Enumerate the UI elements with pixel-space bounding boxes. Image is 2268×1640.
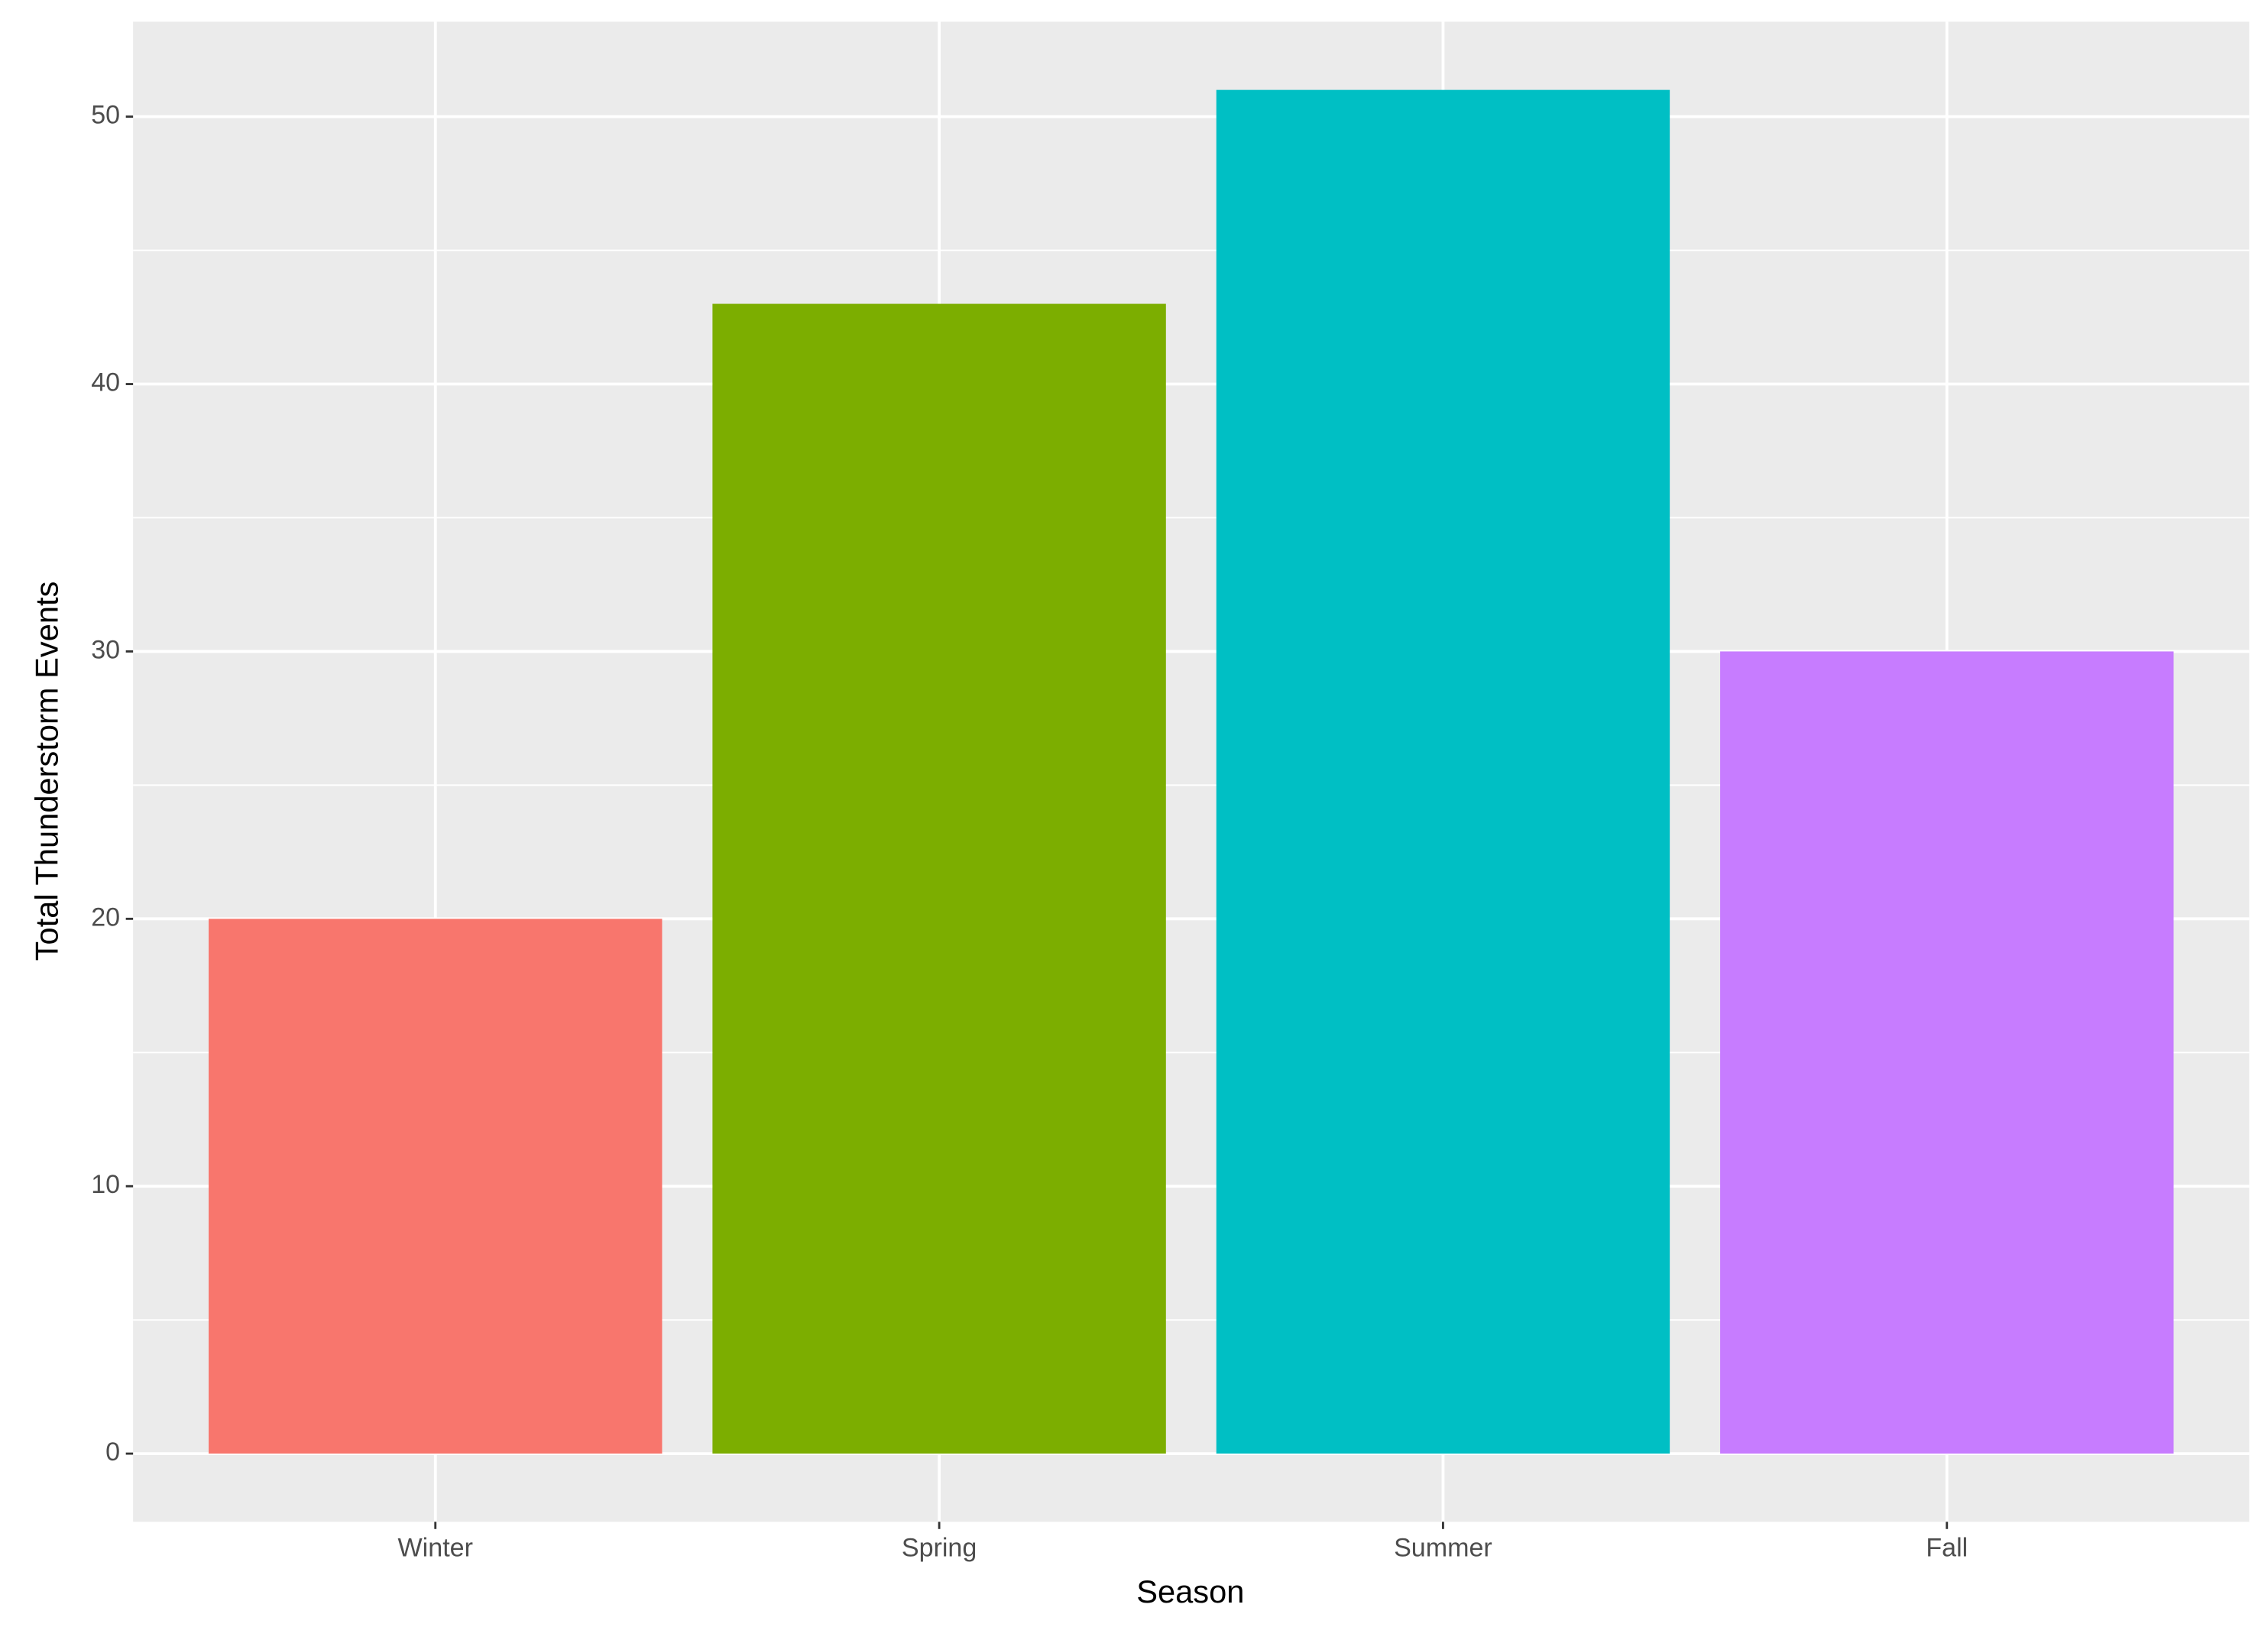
- x-tick-label: Winter: [398, 1533, 473, 1562]
- x-tick-label: Spring: [902, 1533, 977, 1562]
- bar: [1216, 89, 1670, 1454]
- y-tick-label: 10: [91, 1170, 120, 1199]
- x-tick-label: Fall: [1926, 1533, 1968, 1562]
- y-tick-label: 30: [91, 635, 120, 664]
- y-axis-title: Total Thunderstorm Events: [28, 582, 64, 961]
- y-tick-label: 40: [91, 368, 120, 397]
- bar: [209, 919, 663, 1454]
- y-tick-label: 50: [91, 101, 120, 130]
- y-tick-label: 0: [105, 1437, 120, 1467]
- x-axis-title: Season: [1136, 1574, 1244, 1609]
- bar: [1720, 651, 2174, 1454]
- marks: [209, 89, 2174, 1454]
- x-tick-label: Summer: [1394, 1533, 1492, 1562]
- bar: [712, 303, 1166, 1454]
- y-tick-label: 20: [91, 903, 120, 932]
